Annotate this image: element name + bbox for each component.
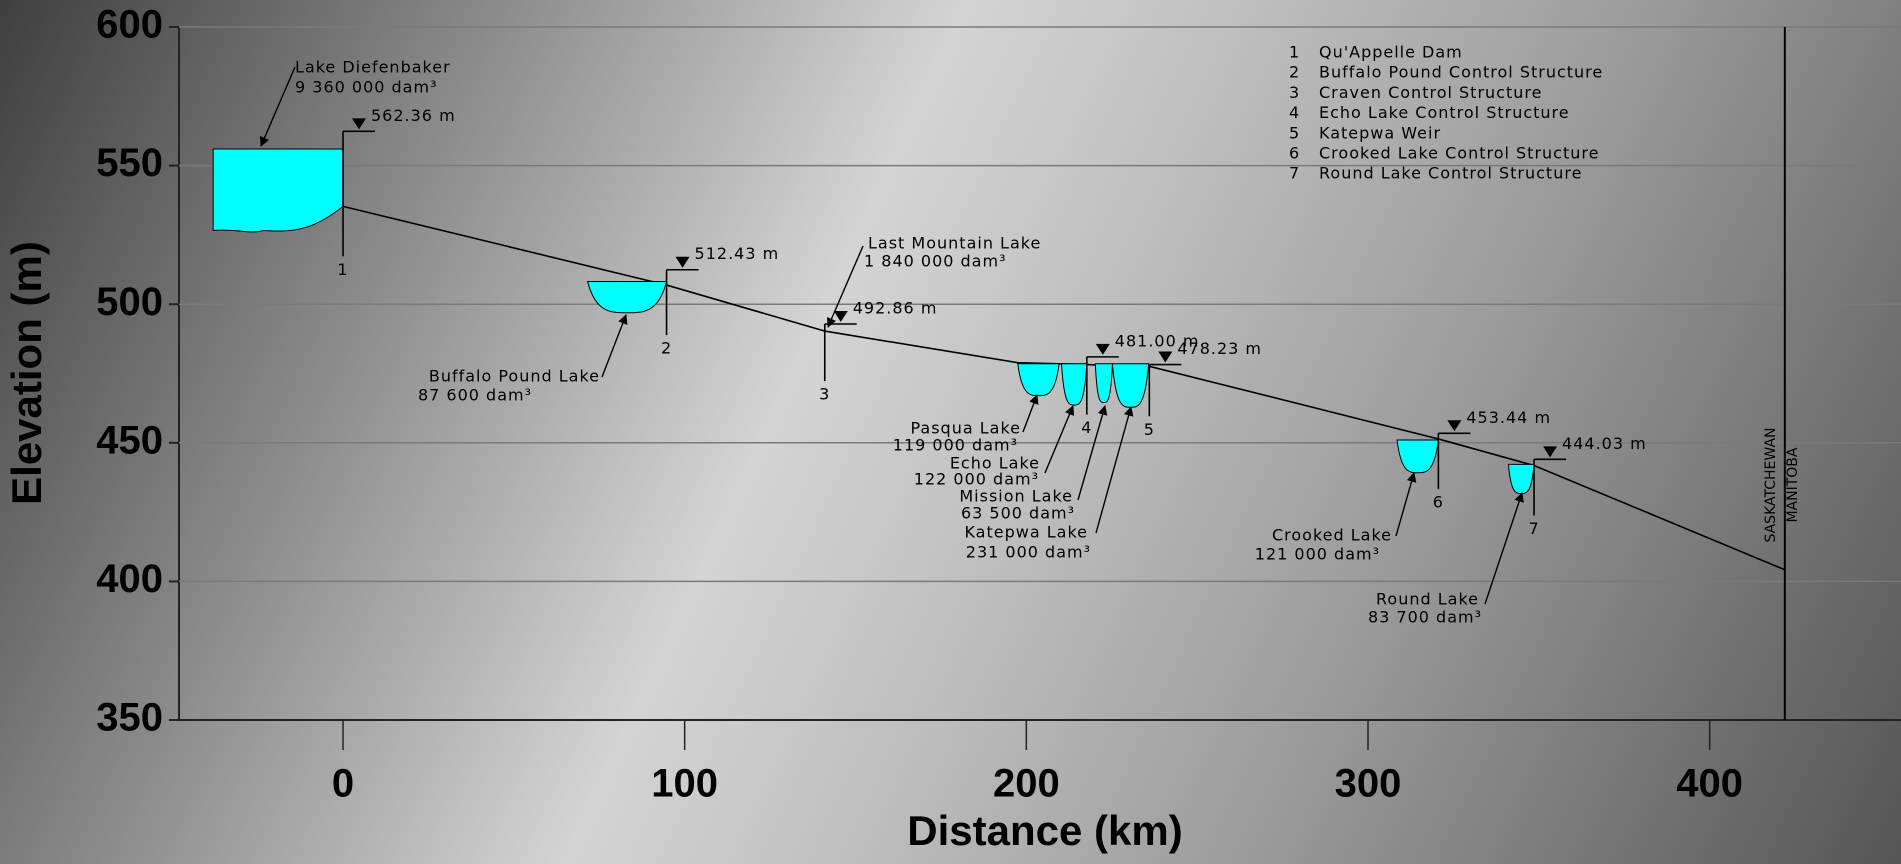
- water-level-marker: [1158, 352, 1172, 363]
- legend-name: Craven Control Structure: [1319, 83, 1542, 102]
- lake: [1397, 440, 1438, 473]
- lake-volume: 87 600 dam³: [418, 386, 532, 405]
- lake: [1062, 364, 1087, 405]
- y-tick-label: 550: [96, 141, 163, 185]
- x-tick-label: 400: [1676, 762, 1743, 806]
- lake: [1095, 364, 1112, 403]
- x-axis-title: Distance (km): [907, 807, 1182, 854]
- structure-number: 1: [337, 260, 348, 279]
- legend-number: 5: [1289, 123, 1300, 142]
- leader-line: [1023, 395, 1037, 432]
- lake-volume: 231 000 dam³: [966, 543, 1091, 562]
- legend-name: Echo Lake Control Structure: [1319, 103, 1570, 122]
- chart: Elevation (m) Distance (km) 350400450500…: [0, 0, 1901, 864]
- page: {"chart_data": { "type": "profile", "x_l…: [0, 0, 1901, 864]
- lake: [1112, 364, 1148, 408]
- lake: [213, 149, 343, 232]
- legend-name: Katepwa Weir: [1319, 123, 1441, 142]
- y-tick-label: 450: [96, 418, 163, 462]
- lake: [1508, 464, 1534, 493]
- water-level-label: 512.43 m: [695, 244, 780, 263]
- structure-number: 5: [1144, 420, 1155, 439]
- lake-volume: 83 700 dam³: [1368, 608, 1482, 627]
- lake-name: Crooked Lake: [1272, 526, 1392, 545]
- y-tick-label: 350: [96, 696, 163, 740]
- water-level-label: 444.03 m: [1562, 434, 1647, 453]
- y-tick-label: 400: [96, 557, 163, 601]
- water-level-marker: [352, 118, 366, 129]
- water-level-marker: [676, 257, 690, 268]
- legend-number: 2: [1289, 63, 1300, 82]
- water-level-marker: [1447, 420, 1461, 431]
- legend-number: 4: [1289, 103, 1300, 122]
- legend-number: 7: [1289, 164, 1300, 183]
- x-tick-label: 0: [332, 762, 354, 806]
- lake-name: Last Mountain Lake: [868, 234, 1041, 253]
- leader-line: [1396, 473, 1414, 536]
- lake-volume: 9 360 000 dam³: [295, 78, 437, 97]
- lake-name: Round Lake: [1376, 590, 1479, 609]
- lake: [588, 281, 667, 312]
- legend-number: 1: [1289, 43, 1300, 62]
- legend-name: Round Lake Control Structure: [1319, 164, 1582, 183]
- legend-name: Buffalo Pound Control Structure: [1319, 63, 1603, 82]
- structure-number: 3: [819, 385, 830, 404]
- x-tick-label: 300: [1335, 762, 1402, 806]
- structure-number: 7: [1528, 519, 1539, 538]
- leader-line: [1096, 407, 1131, 533]
- lake: [1018, 364, 1059, 396]
- structure-number: 6: [1433, 492, 1444, 511]
- lake-volume: 121 000 dam³: [1255, 545, 1380, 564]
- x-tick-label: 200: [993, 762, 1060, 806]
- water-level-marker: [834, 311, 848, 322]
- structure-number: 2: [661, 339, 672, 358]
- legend-number: 3: [1289, 83, 1300, 102]
- legend-name: Qu'Appelle Dam: [1319, 43, 1463, 62]
- water-level-label: 562.36 m: [371, 106, 456, 125]
- border-label: SASKATCHEWAN: [1763, 427, 1779, 542]
- x-tick-label: 100: [651, 762, 718, 806]
- water-level-marker: [1096, 344, 1110, 355]
- lake-name: Buffalo Pound Lake: [429, 367, 600, 386]
- leader-line: [602, 315, 626, 377]
- leader-line: [261, 67, 295, 146]
- legend-number: 6: [1289, 144, 1300, 163]
- lake-volume: 119 000 dam³: [893, 436, 1018, 455]
- lake-name: Lake Diefenbaker: [295, 58, 451, 77]
- y-tick-label: 500: [96, 280, 163, 324]
- structure-number: 4: [1081, 418, 1092, 437]
- water-level-label: 453.44 m: [1466, 408, 1551, 427]
- leader-line: [1485, 493, 1522, 604]
- y-tick-label: 600: [96, 3, 163, 47]
- lake-name: Katepwa Lake: [964, 523, 1088, 542]
- legend-name: Crooked Lake Control Structure: [1319, 144, 1599, 163]
- lake-volume: 63 500 dam³: [961, 504, 1075, 523]
- water-level-label: 492.86 m: [853, 298, 938, 317]
- water-level-marker: [1543, 446, 1557, 457]
- y-axis-title: Elevation (m): [3, 241, 50, 505]
- lake-volume: 1 840 000 dam³: [864, 252, 1006, 271]
- leader-line: [1045, 406, 1073, 473]
- water-level-label: 478.23 m: [1177, 339, 1262, 358]
- border-label: MANITOBA: [1785, 447, 1801, 522]
